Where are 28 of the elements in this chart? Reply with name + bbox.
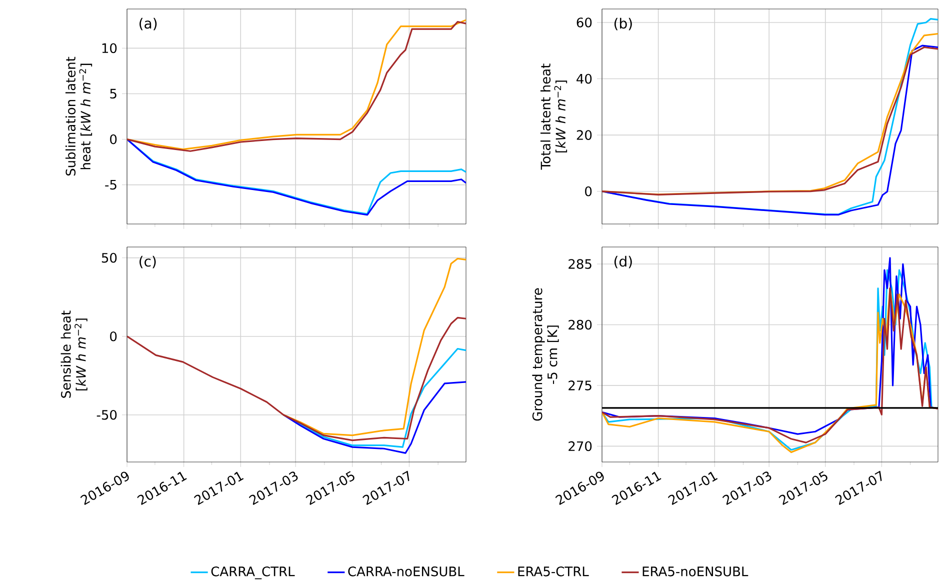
y-tick-label: -50 bbox=[96, 410, 117, 420]
y-axis-title: Ground temperature -5 cm [K] bbox=[532, 288, 559, 421]
y-tick-label: 285 bbox=[568, 259, 592, 269]
y-tick-label: 5 bbox=[110, 88, 116, 99]
annotation: (a) bbox=[140, 18, 157, 30]
y-tick-label: 0 bbox=[110, 134, 117, 144]
legend-label: ERA5-noENSUBL bbox=[642, 566, 748, 576]
y-tick-label: 50 bbox=[102, 252, 117, 263]
y-tick-label: 20 bbox=[576, 130, 592, 140]
y-tick-label: 270 bbox=[568, 441, 592, 452]
annotation: (c) bbox=[140, 256, 156, 268]
y-tick-label: 280 bbox=[568, 320, 592, 330]
y-tick-label: 40 bbox=[576, 74, 592, 84]
y-axis-title: Total latent heat [kW h m$^{−2}$] bbox=[540, 64, 568, 170]
y-axis-title: Sensible heat [kW h m$^{−2}$] bbox=[60, 310, 88, 398]
y-tick-label: 0 bbox=[110, 331, 117, 342]
y-tick-label: 275 bbox=[568, 380, 592, 390]
annotation: (d) bbox=[614, 256, 632, 268]
y-tick-label: 60 bbox=[576, 18, 592, 28]
legend-label: CARRA_CTRL bbox=[211, 566, 295, 580]
y-tick-label: 0 bbox=[585, 186, 592, 196]
y-tick-label: -5 bbox=[105, 180, 116, 190]
y-tick-label: 10 bbox=[102, 43, 117, 54]
legend-label: CARRA-noENSUBL bbox=[348, 566, 464, 576]
line-series bbox=[127, 316, 466, 442]
line-series bbox=[282, 381, 466, 454]
annotation: (b) bbox=[614, 18, 632, 30]
legend-label: ERA5-CTRL bbox=[518, 566, 589, 576]
